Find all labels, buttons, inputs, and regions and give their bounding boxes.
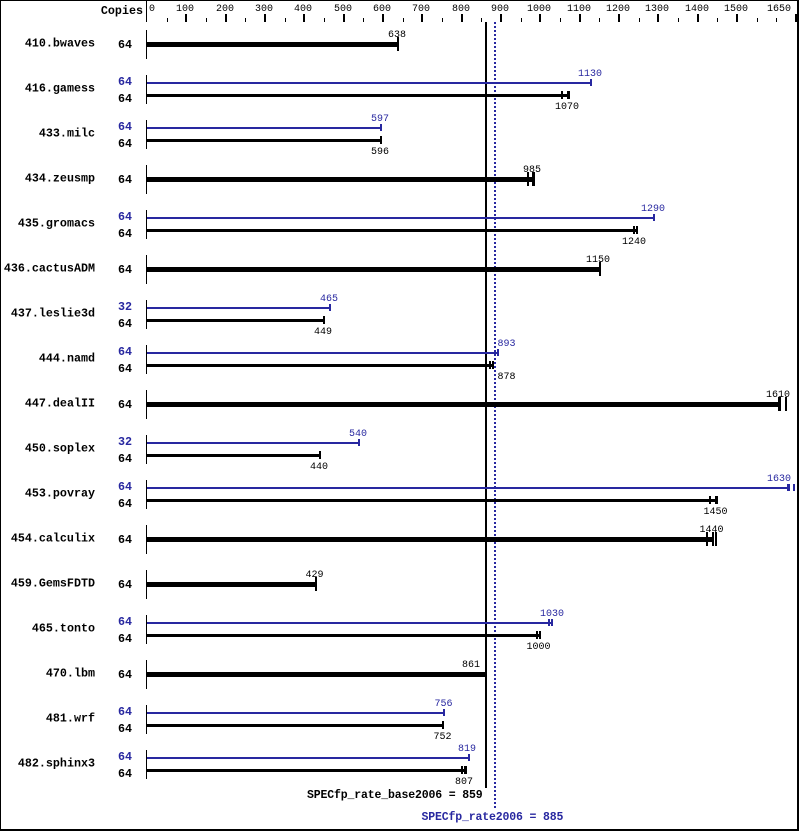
svg-text:1610: 1610 xyxy=(766,390,790,401)
svg-text:64: 64 xyxy=(118,137,132,151)
svg-text:1240: 1240 xyxy=(622,237,646,248)
svg-text:64: 64 xyxy=(118,210,132,224)
svg-text:447.dealII: 447.dealII xyxy=(25,397,95,411)
svg-text:861: 861 xyxy=(462,660,480,671)
svg-text:453.povray: 453.povray xyxy=(25,487,95,501)
svg-text:64: 64 xyxy=(118,362,132,376)
svg-text:1000: 1000 xyxy=(527,4,551,15)
svg-text:SPECfp_rate_base2006 = 859: SPECfp_rate_base2006 = 859 xyxy=(307,789,483,802)
svg-text:1100: 1100 xyxy=(567,4,591,15)
svg-text:596: 596 xyxy=(371,147,389,158)
svg-text:416.gamess: 416.gamess xyxy=(25,82,95,96)
svg-text:1440: 1440 xyxy=(699,525,723,536)
svg-text:64: 64 xyxy=(118,345,132,359)
svg-text:400: 400 xyxy=(294,4,312,15)
svg-text:1300: 1300 xyxy=(645,4,669,15)
svg-text:893: 893 xyxy=(498,339,516,350)
svg-text:482.sphinx3: 482.sphinx3 xyxy=(18,757,95,771)
svg-text:32: 32 xyxy=(118,435,132,449)
svg-text:64: 64 xyxy=(118,317,132,331)
svg-text:64: 64 xyxy=(118,452,132,466)
svg-text:459.GemsFDTD: 459.GemsFDTD xyxy=(11,577,95,591)
svg-text:1130: 1130 xyxy=(578,69,602,80)
svg-text:64: 64 xyxy=(118,615,132,629)
svg-text:700: 700 xyxy=(412,4,430,15)
svg-text:1450: 1450 xyxy=(703,507,727,518)
svg-text:1500: 1500 xyxy=(724,4,748,15)
svg-text:540: 540 xyxy=(349,429,367,440)
svg-text:437.leslie3d: 437.leslie3d xyxy=(11,307,95,321)
svg-text:752: 752 xyxy=(433,732,451,743)
svg-text:1200: 1200 xyxy=(606,4,630,15)
svg-text:444.namd: 444.namd xyxy=(39,352,95,366)
svg-text:64: 64 xyxy=(118,767,132,781)
svg-text:Copies: Copies xyxy=(101,4,143,18)
svg-text:64: 64 xyxy=(118,38,132,52)
svg-text:433.milc: 433.milc xyxy=(39,127,95,141)
svg-text:SPECfp_rate2006 = 885: SPECfp_rate2006 = 885 xyxy=(422,811,564,824)
svg-text:64: 64 xyxy=(118,705,132,719)
svg-text:64: 64 xyxy=(118,398,132,412)
svg-text:64: 64 xyxy=(118,533,132,547)
svg-text:454.calculix: 454.calculix xyxy=(11,532,95,546)
svg-text:64: 64 xyxy=(118,173,132,187)
svg-text:64: 64 xyxy=(118,263,132,277)
svg-text:1150: 1150 xyxy=(586,255,610,266)
svg-text:638: 638 xyxy=(388,30,406,41)
svg-text:410.bwaves: 410.bwaves xyxy=(25,37,95,51)
svg-text:807: 807 xyxy=(455,777,473,788)
svg-text:481.wrf: 481.wrf xyxy=(46,712,95,726)
svg-text:449: 449 xyxy=(314,327,332,338)
svg-text:64: 64 xyxy=(118,92,132,106)
svg-text:440: 440 xyxy=(310,462,328,473)
svg-text:465.tonto: 465.tonto xyxy=(32,622,95,636)
svg-text:465: 465 xyxy=(320,294,338,305)
svg-text:500: 500 xyxy=(334,4,352,15)
svg-text:429: 429 xyxy=(305,570,323,581)
svg-text:434.zeusmp: 434.zeusmp xyxy=(25,172,95,186)
svg-text:64: 64 xyxy=(118,497,132,511)
svg-text:1290: 1290 xyxy=(641,204,665,215)
svg-text:64: 64 xyxy=(118,480,132,494)
svg-text:819: 819 xyxy=(458,744,476,755)
svg-text:200: 200 xyxy=(216,4,234,15)
svg-text:1070: 1070 xyxy=(555,102,579,113)
svg-text:64: 64 xyxy=(118,75,132,89)
svg-text:436.cactusADM: 436.cactusADM xyxy=(4,262,95,276)
svg-text:64: 64 xyxy=(118,227,132,241)
svg-text:32: 32 xyxy=(118,300,132,314)
svg-text:64: 64 xyxy=(118,722,132,736)
svg-text:435.gromacs: 435.gromacs xyxy=(18,217,95,231)
svg-text:450.soplex: 450.soplex xyxy=(25,442,95,456)
svg-text:64: 64 xyxy=(118,632,132,646)
svg-text:64: 64 xyxy=(118,750,132,764)
svg-text:1400: 1400 xyxy=(685,4,709,15)
svg-text:470.lbm: 470.lbm xyxy=(46,667,95,681)
svg-text:64: 64 xyxy=(118,120,132,134)
svg-text:1630: 1630 xyxy=(767,474,791,485)
svg-text:600: 600 xyxy=(373,4,391,15)
svg-text:64: 64 xyxy=(118,578,132,592)
svg-text:1000: 1000 xyxy=(526,642,550,653)
svg-text:878: 878 xyxy=(498,372,516,383)
svg-text:64: 64 xyxy=(118,668,132,682)
svg-text:985: 985 xyxy=(523,165,541,176)
svg-text:300: 300 xyxy=(255,4,273,15)
svg-text:597: 597 xyxy=(371,114,389,125)
svg-text:900: 900 xyxy=(491,4,509,15)
svg-text:100: 100 xyxy=(176,4,194,15)
svg-text:800: 800 xyxy=(452,4,470,15)
svg-text:0: 0 xyxy=(149,4,155,15)
svg-text:1030: 1030 xyxy=(540,609,564,620)
svg-text:1650: 1650 xyxy=(767,4,791,15)
svg-text:756: 756 xyxy=(434,699,452,710)
